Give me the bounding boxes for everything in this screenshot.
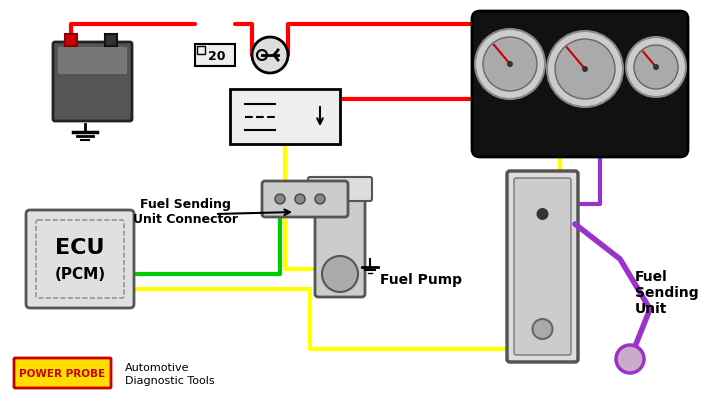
FancyBboxPatch shape (53, 43, 132, 122)
Circle shape (547, 32, 623, 108)
Text: Automotive: Automotive (125, 362, 189, 372)
Text: ECU: ECU (55, 237, 105, 257)
Circle shape (252, 38, 288, 74)
Circle shape (537, 209, 548, 220)
Circle shape (532, 319, 553, 339)
Circle shape (582, 67, 588, 73)
FancyBboxPatch shape (262, 182, 348, 218)
FancyBboxPatch shape (105, 35, 117, 47)
FancyBboxPatch shape (315, 191, 365, 297)
Circle shape (626, 38, 686, 98)
Text: Diagnostic Tools: Diagnostic Tools (125, 375, 215, 385)
Text: Fuel Sending
Unit Connector: Fuel Sending Unit Connector (132, 198, 237, 225)
Bar (195, 45, 235, 67)
FancyBboxPatch shape (514, 179, 571, 355)
Circle shape (653, 65, 659, 71)
Circle shape (555, 40, 615, 100)
Text: 20: 20 (208, 49, 226, 62)
FancyBboxPatch shape (472, 12, 688, 157)
Circle shape (616, 345, 644, 373)
FancyBboxPatch shape (14, 358, 111, 388)
Circle shape (475, 30, 545, 100)
Circle shape (315, 195, 325, 204)
Bar (230, 90, 340, 145)
Text: Fuel Pump: Fuel Pump (380, 272, 462, 286)
FancyBboxPatch shape (308, 178, 372, 202)
Circle shape (483, 38, 537, 92)
Bar (197, 47, 205, 55)
Text: (PCM): (PCM) (55, 267, 106, 282)
Circle shape (295, 195, 305, 204)
FancyBboxPatch shape (507, 172, 578, 362)
FancyBboxPatch shape (65, 35, 77, 47)
Text: Fuel
Sending
Unit: Fuel Sending Unit (635, 270, 699, 316)
FancyBboxPatch shape (26, 211, 134, 308)
Circle shape (507, 62, 513, 68)
Text: POWER PROBE: POWER PROBE (19, 368, 105, 378)
Circle shape (275, 195, 285, 204)
Circle shape (322, 256, 358, 292)
FancyBboxPatch shape (58, 48, 127, 75)
Circle shape (634, 46, 678, 90)
